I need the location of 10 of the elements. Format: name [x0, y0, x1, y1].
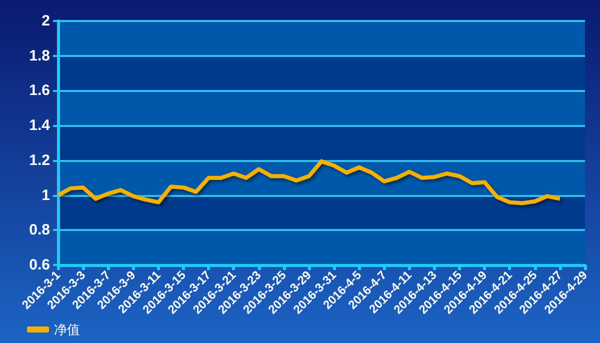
y-tick-label: 1 [42, 186, 50, 204]
y-tick-label: 1.2 [29, 152, 50, 169]
y-tick-label: 1.8 [29, 47, 50, 64]
y-tick-label: 0.8 [29, 222, 50, 239]
line-series [56, 159, 562, 206]
y-tick-label: 1.4 [29, 117, 51, 134]
y-tick-label: 0.6 [29, 256, 50, 274]
y-tick-label: 1.6 [29, 82, 50, 100]
legend-label: 净值 [54, 322, 80, 337]
y-tick-label: 2 [42, 12, 50, 30]
